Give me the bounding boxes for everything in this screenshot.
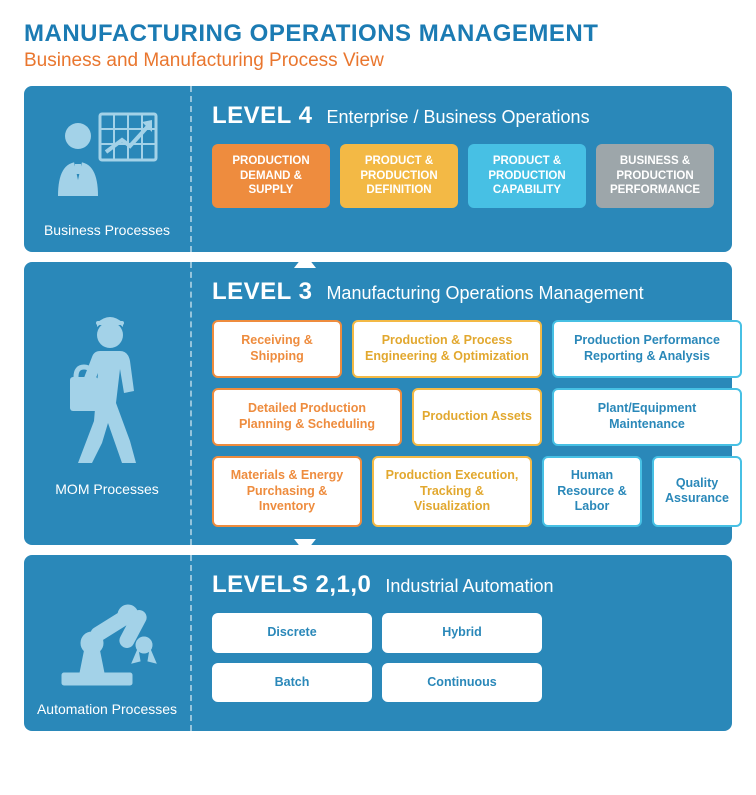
level4-num: LEVEL 4 (212, 102, 312, 130)
connector-down-icon (294, 539, 316, 553)
l3-card-1-1: Production Assets (412, 388, 542, 446)
l210-card-0-0: Discrete (212, 613, 372, 653)
level210-desc: Industrial Automation (385, 576, 553, 597)
level4-content: LEVEL 4 Enterprise / Business Operations… (192, 86, 732, 252)
l4-card-2: PRODUCT & PRODUCTION CAPABILITY (468, 144, 586, 208)
l210-card-1-0: Batch (212, 663, 372, 703)
l3-row-0: Receiving & ShippingProduction & Process… (212, 320, 742, 378)
connector-up-icon (294, 254, 316, 268)
l3-row-2: Materials & Energy Purchasing & Inventor… (212, 456, 742, 527)
level3-icon-label: MOM Processes (55, 481, 158, 497)
level4-icon-label: Business Processes (44, 222, 170, 238)
level210-panel: Automation Processes LEVELS 2,1,0 Indust… (24, 555, 732, 731)
l3-card-1-0: Detailed Production Planning & Schedulin… (212, 388, 402, 446)
level4-desc: Enterprise / Business Operations (326, 107, 589, 128)
robot-arm-icon (52, 573, 162, 693)
level4-panel: Business Processes LEVEL 4 Enterprise / … (24, 86, 732, 252)
level3-content: LEVEL 3 Manufacturing Operations Managem… (192, 262, 756, 545)
l3-card-2-1: Production Execution, Tracking & Visuali… (372, 456, 532, 527)
l210-card-1-1: Continuous (382, 663, 542, 703)
l4-card-0: PRODUCTION DEMAND & SUPPLY (212, 144, 330, 208)
l3-card-2-3: Quality Assurance (652, 456, 742, 527)
l3-card-0-2: Production Performance Reporting & Analy… (552, 320, 742, 378)
worker-walking-icon (52, 313, 162, 473)
level3-num: LEVEL 3 (212, 278, 312, 306)
l210-row-1: BatchContinuous (212, 663, 714, 703)
level210-icon-label: Automation Processes (37, 701, 177, 717)
level210-icon-col: Automation Processes (24, 555, 192, 731)
l3-row-1: Detailed Production Planning & Schedulin… (212, 388, 742, 446)
l3-card-0-0: Receiving & Shipping (212, 320, 342, 378)
level3-desc: Manufacturing Operations Management (326, 283, 643, 304)
l210-row-0: DiscreteHybrid (212, 613, 714, 653)
level4-icon-col: Business Processes (24, 86, 192, 252)
l3-card-1-2: Plant/Equipment Maintenance (552, 388, 742, 446)
main-title: MANUFACTURING OPERATIONS MANAGEMENT (24, 20, 732, 48)
l4-card-1: PRODUCT & PRODUCTION DEFINITION (340, 144, 458, 208)
level210-content: LEVELS 2,1,0 Industrial Automation Discr… (192, 555, 732, 731)
level3-panel: MOM Processes LEVEL 3 Manufacturing Oper… (24, 262, 732, 545)
business-person-chart-icon (52, 104, 162, 214)
level210-num: LEVELS 2,1,0 (212, 571, 371, 599)
subtitle: Business and Manufacturing Process View (24, 50, 732, 72)
l210-card-0-1: Hybrid (382, 613, 542, 653)
level3-icon-col: MOM Processes (24, 262, 192, 545)
level4-cards: PRODUCTION DEMAND & SUPPLY PRODUCT & PRO… (212, 144, 714, 208)
l3-card-0-1: Production & Process Engineering & Optim… (352, 320, 542, 378)
l3-card-2-2: Human Resource & Labor (542, 456, 642, 527)
l4-card-3: BUSINESS & PRODUCTION PERFORMANCE (596, 144, 714, 208)
l3-card-2-0: Materials & Energy Purchasing & Inventor… (212, 456, 362, 527)
